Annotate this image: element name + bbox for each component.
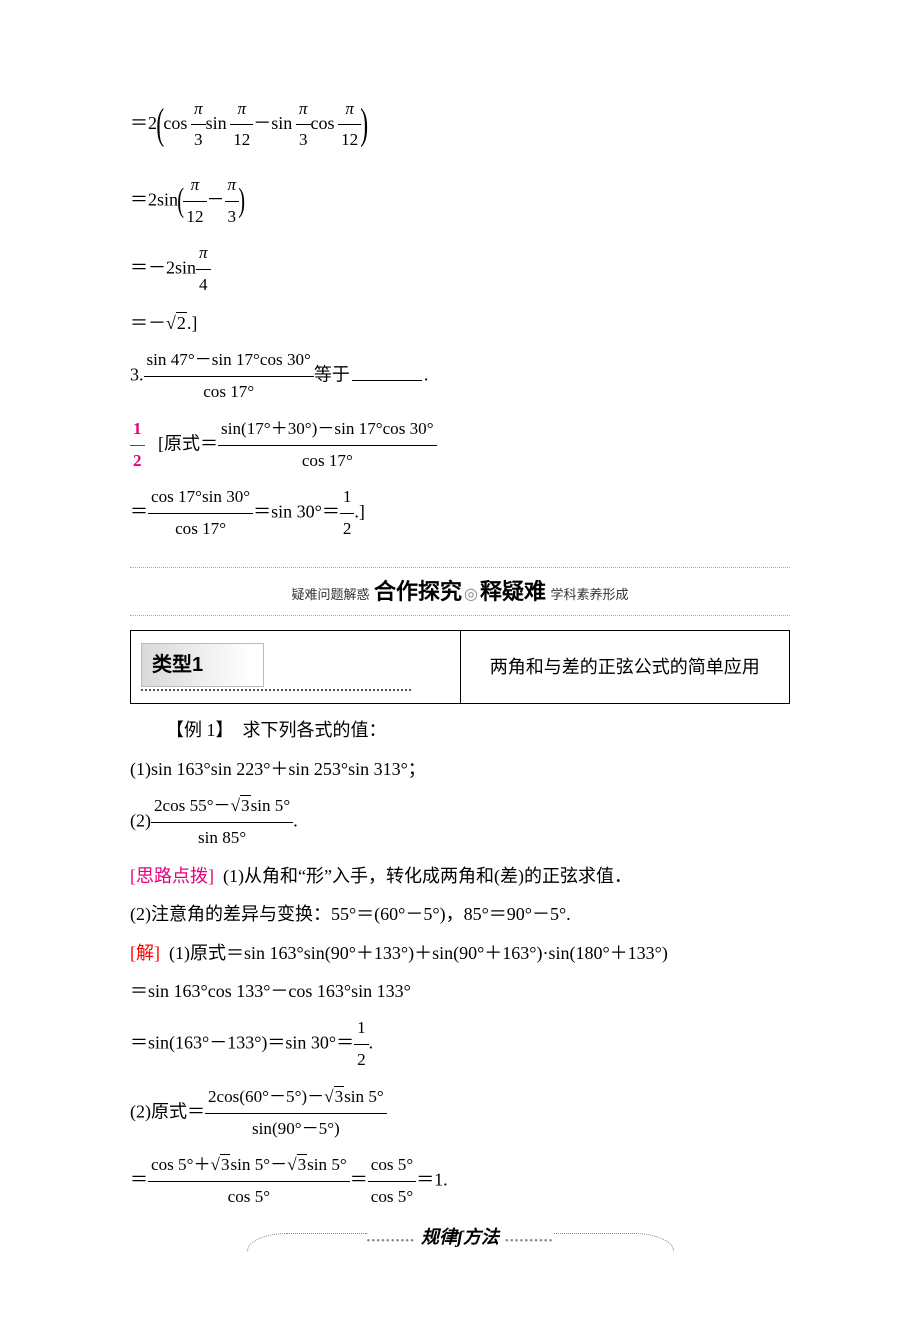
section-banner: 疑难问题解惑 合作探究◎释疑难 学科素养形成 [130, 567, 790, 617]
math-line-1: ＝2(cos π3sin π12－sin π3cos π12) [130, 86, 790, 164]
problem-3: 3.sin 47°－sin 17°cos 30°cos 17°等于. [130, 345, 790, 408]
math-line-2: ＝2sin(π12－π3) [130, 170, 790, 233]
rule-divider: •••••••••• 规律ʃ方法 •••••••••• [130, 1231, 790, 1253]
math-line-3: ＝－2sinπ4 [130, 238, 790, 301]
hint-line-2: (2)注意角的差异与变换：55°＝(60°－5°)，85°＝90°－5°. [130, 898, 790, 930]
problem-3-answer: 12 [原式＝sin(17°＋30°)－sin 17°cos 30°cos 17… [130, 414, 790, 477]
example-heading: 【例 1】 求下列各式的值： [130, 714, 790, 746]
solution-line-3: ＝sin(163°－133°)＝sin 30°＝12. [130, 1013, 790, 1076]
solution-line-2: ＝sin 163°cos 133°－cos 163°sin 133° [130, 975, 790, 1007]
fill-blank [352, 380, 422, 381]
problem-3-step: ＝cos 17°sin 30°cos 17°＝sin 30°＝12.] [130, 482, 790, 545]
ring-icon: ◎ [464, 586, 478, 603]
solution-line-1: [解] (1)原式＝sin 163°sin(90°＋133°)＋sin(90°＋… [130, 937, 790, 969]
type-label: 类型1 [141, 654, 450, 691]
solution-line-5: ＝cos 5°＋3sin 5°－3sin 5°cos 5°＝cos 5°cos … [130, 1150, 790, 1213]
hint-line: [思路点拨] (1)从角和“形”入手，转化成两角和(差)的正弦求值． [130, 860, 790, 892]
type-title: 两角和与差的正弦公式的简单应用 [460, 631, 790, 704]
ex-part1: (1)sin 163°sin 223°＋sin 253°sin 313°； [130, 753, 790, 785]
ex-part2: (2)2cos 55°－3sin 5°sin 85°. [130, 791, 790, 854]
type-table: 类型1 两角和与差的正弦公式的简单应用 [130, 630, 790, 704]
solution-line-4: (2)原式＝2cos(60°－5°)－3sin 5°sin(90°－5°) [130, 1082, 790, 1145]
math-line-4: ＝－2.] [130, 307, 790, 339]
